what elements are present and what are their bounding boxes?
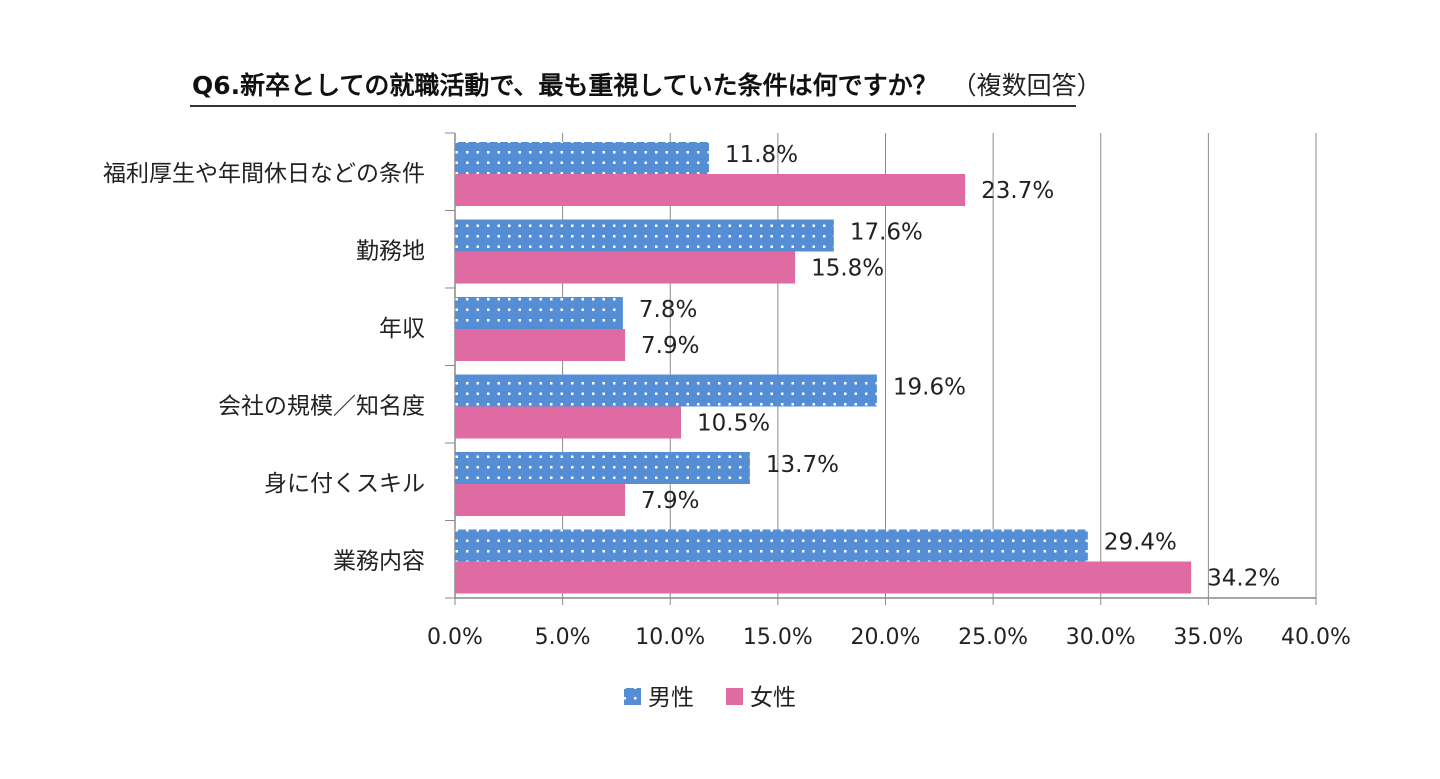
x-tick-label: 0.0% bbox=[427, 625, 483, 650]
x-tick-label: 15.0% bbox=[743, 625, 813, 650]
data-label: 7.8% bbox=[639, 297, 697, 323]
bar-male bbox=[455, 297, 623, 329]
legend-swatch-male bbox=[624, 688, 641, 705]
bar-male bbox=[455, 374, 877, 407]
x-tick-label: 20.0% bbox=[851, 625, 921, 650]
bar-female bbox=[455, 329, 626, 361]
x-tick-label: 5.0% bbox=[535, 625, 591, 650]
x-tick-label: 30.0% bbox=[1066, 625, 1136, 650]
data-label: 7.9% bbox=[641, 333, 699, 359]
chart-title: Q6.新卒としての就職活動で、最も重視していた条件は何ですか？ （複数回答） bbox=[192, 66, 1102, 102]
bar-female bbox=[455, 174, 966, 206]
legend-label: 女性 bbox=[750, 685, 796, 711]
data-label: 29.4% bbox=[1104, 530, 1177, 556]
bar-female bbox=[455, 251, 796, 284]
data-label: 19.6% bbox=[893, 375, 966, 401]
data-label: 10.5% bbox=[697, 411, 770, 437]
category-label: 会社の規模／知名度 bbox=[218, 393, 425, 419]
bar-male bbox=[455, 219, 834, 252]
bar-male bbox=[455, 452, 750, 484]
bar-female bbox=[455, 561, 1192, 594]
legend-swatch-female bbox=[726, 688, 743, 705]
x-tick-label: 40.0% bbox=[1281, 625, 1351, 650]
bar-male bbox=[455, 529, 1088, 562]
x-tick-label: 25.0% bbox=[958, 625, 1028, 650]
chart-subtitle: （複数回答） bbox=[951, 71, 1102, 100]
category-label: 福利厚生や年間休日などの条件 bbox=[103, 161, 425, 187]
category-label: 業務内容 bbox=[333, 548, 425, 574]
data-label: 15.8% bbox=[811, 256, 884, 282]
data-label: 17.6% bbox=[850, 220, 923, 246]
category-label: 勤務地 bbox=[356, 238, 425, 264]
legend-label: 男性 bbox=[648, 685, 694, 711]
bar-female bbox=[455, 406, 682, 439]
x-tick-label: 10.0% bbox=[635, 625, 705, 650]
data-label: 11.8% bbox=[725, 142, 798, 168]
title-text: Q6.新卒としての就職活動で、最も重視していた条件は何ですか？ bbox=[192, 71, 938, 100]
title-underline bbox=[190, 105, 1076, 107]
data-label: 7.9% bbox=[641, 488, 699, 514]
bar-female bbox=[455, 484, 626, 516]
data-label: 13.7% bbox=[766, 452, 839, 478]
data-label: 23.7% bbox=[981, 178, 1054, 204]
x-tick-label: 35.0% bbox=[1173, 625, 1243, 650]
category-label: 年収 bbox=[379, 316, 425, 342]
bar-male bbox=[455, 142, 709, 174]
data-label: 34.2% bbox=[1207, 566, 1280, 592]
category-label: 身に付くスキル bbox=[264, 471, 425, 497]
